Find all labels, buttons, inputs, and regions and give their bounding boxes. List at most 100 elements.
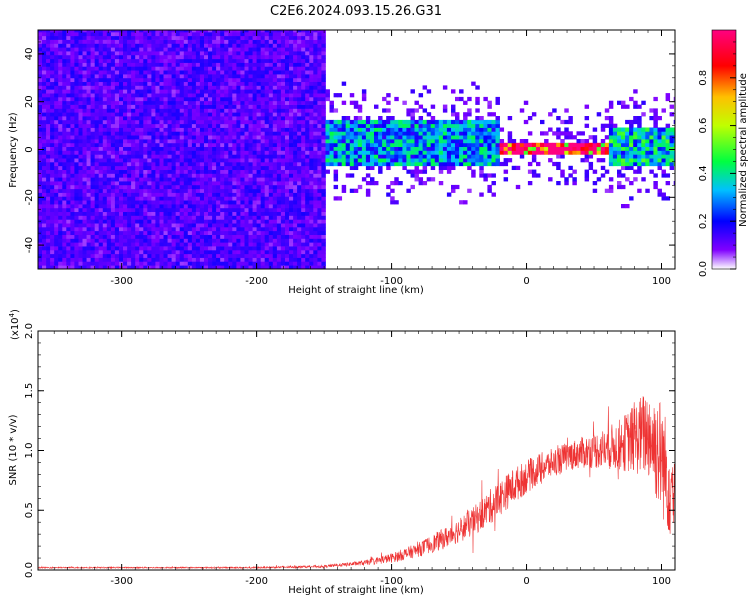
heatmap-cell — [199, 200, 205, 205]
heatmap-cell — [119, 123, 124, 128]
heatmap-cell — [135, 127, 140, 132]
heatmap-cell — [179, 96, 185, 102]
heatmap-cell — [446, 192, 452, 197]
heatmap-cell — [86, 219, 92, 224]
heatmap-cell — [102, 181, 108, 186]
heatmap-cell — [232, 119, 237, 125]
heatmap-cell — [187, 54, 193, 60]
heatmap-cell — [38, 253, 43, 258]
heatmap-cell — [442, 161, 448, 167]
heatmap-cell — [54, 51, 59, 56]
heatmap-cell — [66, 158, 71, 163]
heatmap-cell — [119, 177, 124, 182]
heatmap-cell — [46, 246, 51, 251]
heatmap-cell — [220, 47, 225, 52]
heatmap-cell — [147, 188, 152, 193]
heatmap-cell — [325, 158, 330, 163]
heatmap-cell — [199, 93, 205, 98]
heatmap-cell — [228, 127, 233, 132]
heatmap-cell — [317, 135, 322, 140]
heatmap-cell — [163, 192, 168, 197]
heatmap-cell — [98, 150, 104, 155]
heatmap-cell — [455, 146, 460, 151]
heatmap-cell — [179, 104, 185, 109]
heatmap-cell — [430, 158, 436, 163]
heatmap-cell — [179, 200, 185, 205]
heatmap-cell — [353, 188, 359, 193]
heatmap-cell — [357, 123, 363, 128]
heatmap-cell — [135, 242, 140, 247]
heatmap-cell — [438, 127, 444, 132]
heatmap-cell — [38, 35, 43, 40]
heatmap-cell — [276, 131, 282, 136]
heatmap-cell — [135, 181, 140, 186]
heatmap-cell — [268, 200, 274, 205]
heatmap-cell — [212, 81, 217, 86]
heatmap-cell — [232, 81, 237, 86]
heatmap-cell — [54, 66, 59, 71]
heatmap-cell — [406, 154, 411, 159]
heatmap-cell — [361, 139, 367, 144]
heatmap-cell — [82, 66, 87, 71]
heatmap-cell — [232, 234, 237, 239]
heatmap-cell — [131, 192, 136, 197]
heatmap-cell — [167, 108, 173, 113]
heatmap-cell — [451, 184, 456, 190]
heatmap-cell — [195, 30, 201, 33]
heatmap-cell — [264, 112, 270, 117]
heatmap-cell — [106, 85, 112, 90]
heatmap-cell — [86, 96, 92, 102]
heatmap-cell — [199, 30, 205, 33]
heatmap-cell — [236, 204, 241, 209]
heatmap-cell — [90, 200, 96, 205]
heatmap-cell — [305, 123, 310, 128]
heatmap-cell — [70, 165, 75, 171]
heatmap-cell — [305, 150, 310, 155]
heatmap-cell — [228, 100, 233, 105]
heatmap-cell — [382, 108, 387, 113]
heatmap-cell — [224, 234, 229, 239]
heatmap-cell — [54, 181, 59, 186]
heatmap-cell — [220, 242, 225, 247]
heatmap-cell — [252, 219, 258, 224]
heatmap-cell — [313, 242, 318, 247]
heatmap-cell — [199, 66, 205, 71]
heatmap-cell — [228, 58, 233, 63]
heatmap-cell — [293, 131, 298, 136]
heatmap-cell — [54, 215, 59, 220]
heatmap-cell — [325, 161, 330, 167]
heatmap-cell — [191, 31, 197, 37]
heatmap-cell — [228, 181, 233, 186]
heatmap-cell — [317, 249, 322, 255]
heatmap-cell — [62, 249, 67, 255]
heatmap-cell — [62, 177, 67, 182]
heatmap-cell — [414, 139, 419, 144]
heatmap-cell — [305, 142, 310, 148]
heatmap-cell — [289, 207, 294, 213]
heatmap-cell — [183, 43, 189, 48]
heatmap-cell — [175, 204, 181, 209]
heatmap-cell — [402, 142, 407, 148]
heatmap-cell — [171, 77, 177, 83]
heatmap-cell — [131, 230, 136, 236]
heatmap-cell — [135, 116, 140, 121]
heatmap-cell — [272, 139, 278, 144]
heatmap-cell — [74, 100, 79, 105]
heatmap-cell — [216, 230, 221, 236]
heatmap-cell — [159, 116, 164, 121]
heatmap-cell — [159, 230, 164, 236]
heatmap-cell — [232, 158, 237, 163]
heatmap-cell — [94, 219, 100, 224]
heatmap-cell — [110, 146, 116, 151]
heatmap-cell — [171, 207, 177, 213]
heatmap-cell — [50, 119, 55, 125]
heatmap-cell — [309, 119, 314, 125]
heatmap-cell — [394, 135, 399, 140]
heatmap-cell — [289, 74, 294, 79]
heatmap-cell — [244, 77, 249, 83]
heatmap-cell — [280, 54, 286, 60]
heatmap-cell — [293, 196, 298, 201]
heatmap-cell — [305, 54, 310, 60]
heatmap-cell — [228, 116, 233, 121]
heatmap-cell — [86, 169, 92, 174]
